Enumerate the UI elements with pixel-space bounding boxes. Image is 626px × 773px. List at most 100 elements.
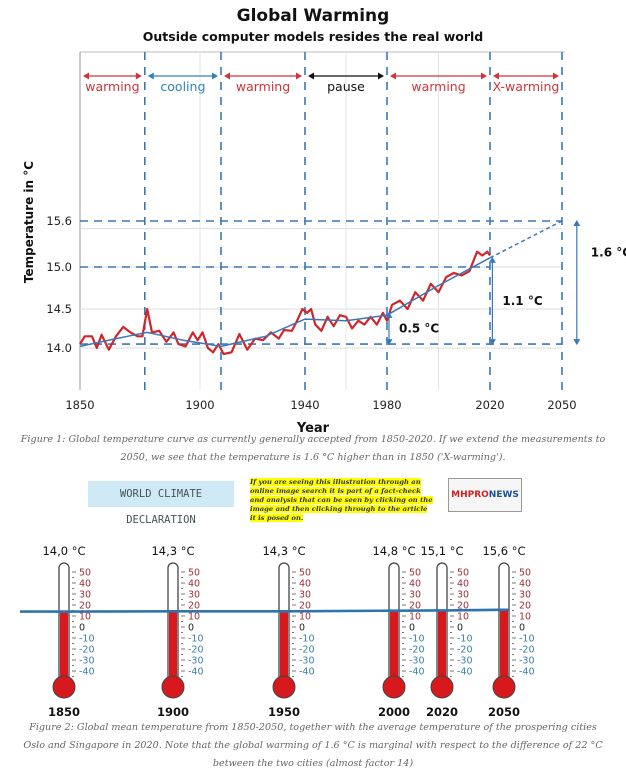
series-line-0: [79, 250, 491, 356]
scale-label: -20: [519, 645, 535, 656]
scale-label: 20: [188, 601, 200, 612]
period-label: warming: [85, 79, 139, 94]
arrowhead-icon: [83, 72, 142, 80]
thermometer-fill: [390, 610, 398, 688]
thermometer-fill: [280, 611, 288, 688]
world-climate-declaration-badge[interactable]: WORLD CLIMATE DECLARATION: [88, 481, 234, 526]
scale-label: 50: [409, 568, 421, 579]
temperature-chart: warming cooling warming pause warming X-warmi…: [22, 51, 626, 436]
scale-label: 10: [409, 612, 421, 623]
scale-label: 40: [79, 579, 91, 590]
scale-label: -30: [519, 656, 535, 667]
y-tick-label: 14.5: [46, 302, 72, 316]
x-tick-label: 2050: [547, 398, 576, 412]
scale-label: 0: [79, 623, 85, 634]
x-tick-label: 2020: [475, 398, 504, 412]
series-line-1: [79, 257, 491, 348]
thermometer-bulb: [492, 675, 516, 699]
scale-label: -20: [188, 645, 204, 656]
fact-check-note-text: If you are seeing this illustration thro…: [250, 478, 433, 522]
thermometer-bulb: [382, 675, 406, 699]
scale-label: -40: [299, 667, 315, 678]
scale-label: 40: [188, 579, 200, 590]
x-tick-label: 1850: [65, 398, 94, 412]
series-line-2: [489, 220, 563, 259]
year-label: 2020: [426, 705, 458, 719]
scale-label: 0: [188, 623, 194, 634]
scale-label: 10: [299, 612, 311, 623]
x-tick-label: 1900: [185, 398, 214, 412]
scale-label: -10: [188, 634, 204, 645]
scale-label: -40: [457, 667, 473, 678]
scale-label: 20: [519, 601, 531, 612]
scale-label: -40: [188, 667, 204, 678]
scale-label: -40: [519, 667, 535, 678]
year-label: 2000: [378, 705, 410, 719]
scale-label: 10: [188, 612, 200, 623]
scale-label: 40: [519, 579, 531, 590]
scale-label: 20: [409, 601, 421, 612]
scale-label: -40: [409, 667, 425, 678]
scale-label: -10: [457, 634, 473, 645]
chart-subtitle: Outside computer models resides the real…: [142, 29, 484, 44]
scale-label: -20: [79, 645, 95, 656]
thermometer-bulb: [52, 675, 76, 699]
scale-label: -10: [409, 634, 425, 645]
year-label: 1900: [157, 705, 189, 719]
mhpronews-logo[interactable]: MHPRONEWS: [448, 478, 522, 512]
scale-label: 10: [457, 612, 469, 623]
scale-label: 50: [457, 568, 469, 579]
scale-label: -40: [79, 667, 95, 678]
scale-label: -30: [457, 656, 473, 667]
y-tick-label: 15.0: [46, 260, 72, 274]
period-label: pause: [327, 79, 365, 94]
x-axis-label: Year: [296, 421, 330, 436]
scale-label: 50: [188, 568, 200, 579]
scale-label: 20: [299, 601, 311, 612]
year-label: 1850: [48, 705, 80, 719]
scale-label: 30: [79, 590, 91, 601]
period-label: cooling: [160, 79, 205, 94]
period-label: warming: [236, 79, 290, 94]
logo-text-a: MHPRO: [451, 490, 489, 500]
x-tick-label: 1980: [372, 398, 401, 412]
scale-label: 40: [457, 579, 469, 590]
year-label: 1950: [268, 705, 300, 719]
scale-label: -30: [409, 656, 425, 667]
scale-label: 0: [457, 623, 463, 634]
period-label: X-warming: [493, 79, 560, 94]
scale-label: -30: [188, 656, 204, 667]
scale-label: -30: [79, 656, 95, 667]
scale-label: 20: [457, 601, 469, 612]
logo-text-b: NEWS: [488, 490, 519, 500]
scale-label: -20: [299, 645, 315, 656]
thermometer-bulb: [161, 675, 185, 699]
figure-2-caption: Figure 2: Global mean temperature from 1…: [23, 722, 603, 769]
scale-label: 30: [299, 590, 311, 601]
chart-title: Global Warming: [236, 6, 390, 26]
scale-label: 50: [299, 568, 311, 579]
annotation-label: 1.1 °C: [502, 294, 542, 308]
scale-label: -20: [457, 645, 473, 656]
annotation-label: 0.5 °C: [399, 322, 439, 336]
scale-label: 10: [79, 612, 91, 623]
scale-label: -20: [409, 645, 425, 656]
thermometer-value-label: 14,3 °C: [151, 544, 194, 558]
thermometer-value-label: 15,6 °C: [482, 544, 525, 558]
scale-label: -30: [299, 656, 315, 667]
y-tick-label: 15.6: [46, 214, 72, 228]
scale-label: 20: [79, 601, 91, 612]
scale-label: -10: [79, 634, 95, 645]
scale-label: 30: [188, 590, 200, 601]
x-tick-label: 1940: [290, 398, 319, 412]
figure-1-caption: Figure 1: Global temperature curve as cu…: [20, 434, 606, 463]
thermometer-value-label: 14,8 °C: [372, 544, 415, 558]
y-axis-label: Temperature in °C: [22, 161, 36, 283]
thermometer-fill: [169, 611, 177, 688]
thermometer-fill: [500, 609, 508, 688]
annotation-label: 1.6 °C: [591, 246, 626, 260]
thermometer-value-label: 14,0 °C: [42, 544, 85, 558]
scale-label: -10: [519, 634, 535, 645]
fact-check-note: If you are seeing this illustration thro…: [250, 478, 435, 523]
